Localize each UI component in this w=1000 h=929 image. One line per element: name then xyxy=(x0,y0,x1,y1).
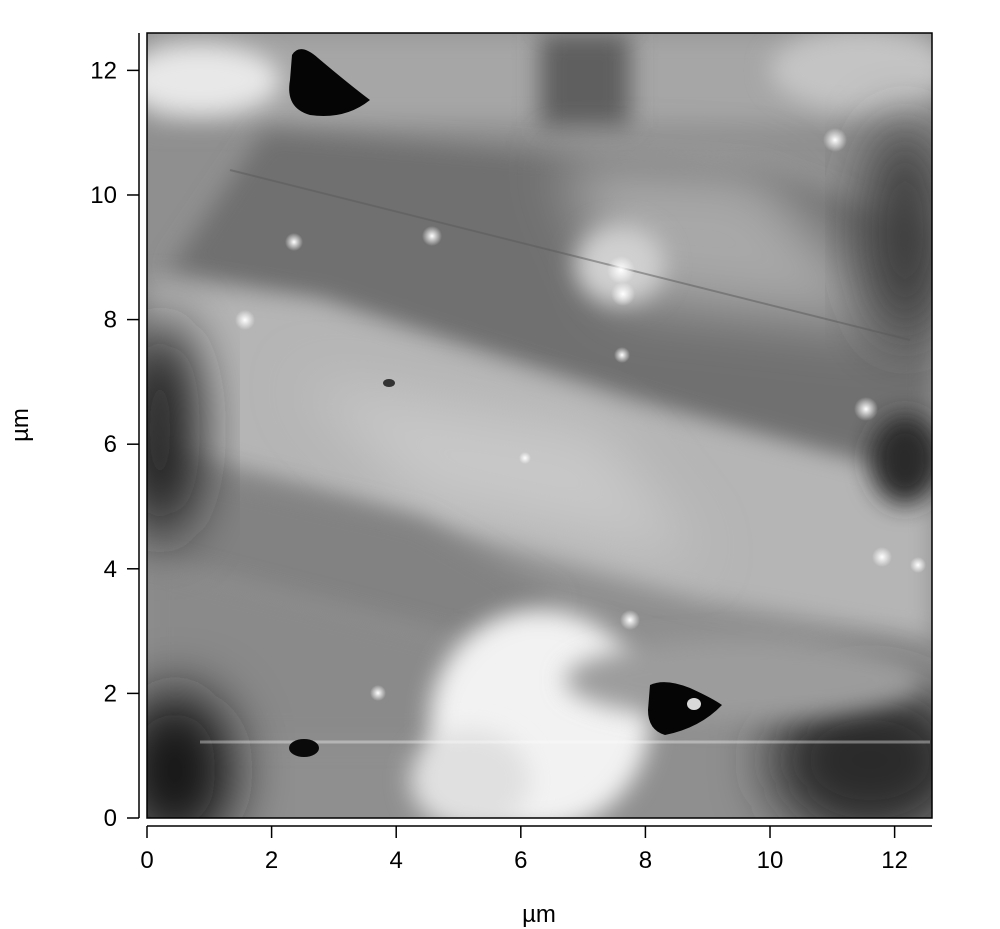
y-tick-label: 4 xyxy=(104,556,117,583)
x-tick-label: 8 xyxy=(639,847,652,874)
y-tick-label: 6 xyxy=(104,431,117,458)
x-axis: 0 2 4 6 8 10 12 xyxy=(140,825,932,874)
x-tick-label: 2 xyxy=(265,847,278,874)
height-map-image xyxy=(147,33,932,818)
x-tick-label: 4 xyxy=(390,847,403,874)
plot-frame xyxy=(146,32,933,819)
x-tick-label: 10 xyxy=(757,847,784,874)
y-tick-label: 10 xyxy=(90,182,117,209)
x-tick-label: 12 xyxy=(881,847,908,874)
x-tick-label: 6 xyxy=(514,847,527,874)
x-tick-label: 0 xyxy=(140,847,153,874)
y-axis: 0 2 4 6 8 10 12 xyxy=(90,33,140,832)
y-tick-label: 12 xyxy=(90,57,117,84)
y-tick-label: 2 xyxy=(104,680,117,707)
y-tick-label: 0 xyxy=(104,805,117,832)
y-tick-label: 8 xyxy=(104,307,117,334)
x-axis-title: µm xyxy=(522,901,556,928)
y-axis-title: µm xyxy=(7,408,34,442)
